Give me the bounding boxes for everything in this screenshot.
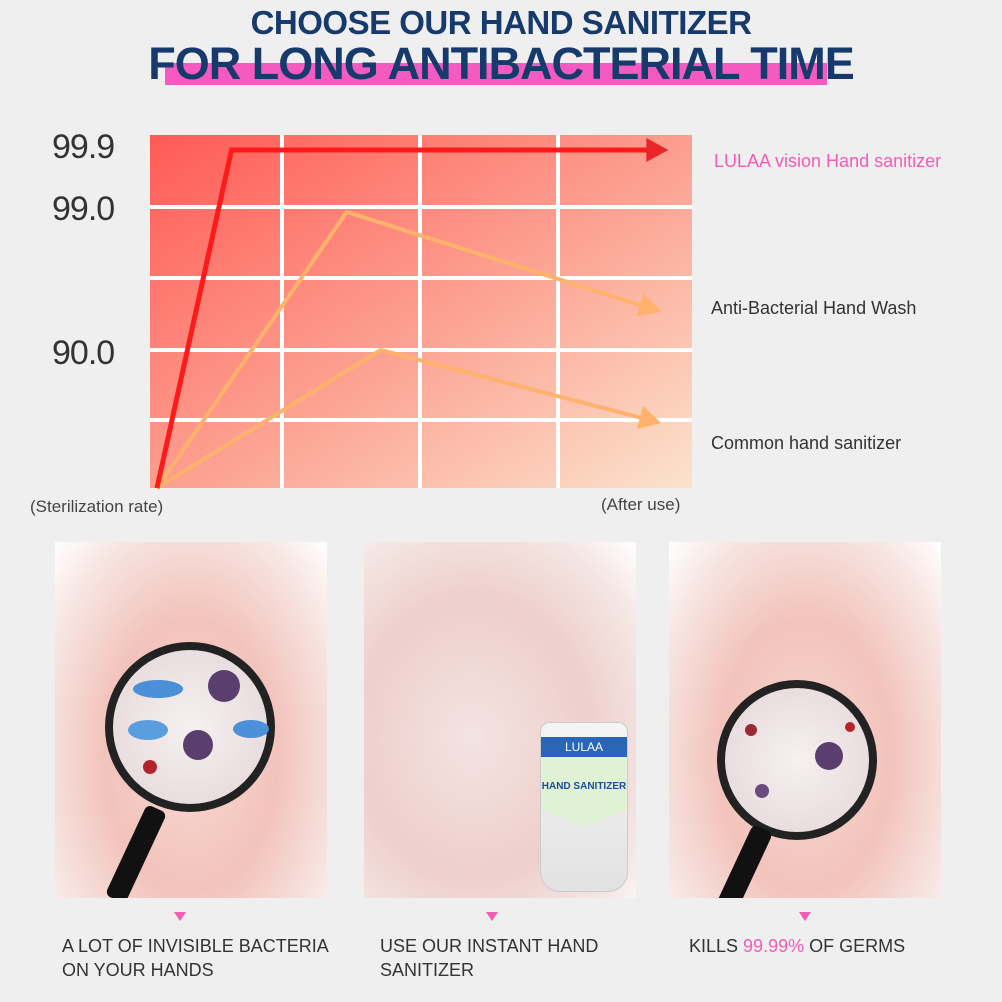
germ-icon bbox=[745, 724, 757, 736]
pointer-triangle-icon bbox=[799, 912, 811, 921]
sterilization-chart bbox=[150, 135, 692, 490]
legend-common-sanitizer: Common hand sanitizer bbox=[711, 433, 902, 453]
legend-lulaa: LULAA vision Hand sanitizer bbox=[714, 151, 942, 171]
y-tick-label: 99.9 bbox=[52, 128, 115, 166]
y-tick-label: 90.0 bbox=[52, 334, 115, 372]
caption-line: A LOT OF INVISIBLE BACTERIA bbox=[62, 936, 329, 956]
magnifier-handle bbox=[104, 804, 168, 898]
photo-bacteria-on-hands bbox=[55, 542, 327, 898]
product-name: HAND SANITIZER bbox=[541, 757, 627, 827]
arrowhead-icon bbox=[636, 293, 662, 317]
caption-line: ON YOUR HANDS bbox=[62, 960, 214, 980]
caption-text: KILLS bbox=[689, 936, 744, 956]
y-axis-label: (Sterilization rate) bbox=[30, 497, 164, 516]
photo-germs-killed bbox=[669, 542, 941, 898]
virus-icon bbox=[815, 742, 843, 770]
caption-bacteria: A LOT OF INVISIBLE BACTERIA ON YOUR HAND… bbox=[62, 934, 329, 982]
caption-text: OF GERMS bbox=[804, 936, 906, 956]
caption-line: USE OUR INSTANT HAND bbox=[380, 936, 599, 956]
germ-icon bbox=[143, 760, 157, 774]
magnifier-handle bbox=[710, 824, 774, 898]
title-highlight-bar bbox=[165, 63, 827, 85]
y-tick-label: 99.0 bbox=[52, 190, 115, 228]
bacteria-icon bbox=[233, 720, 269, 738]
bacteria-icon bbox=[133, 680, 183, 698]
title-line-1: CHOOSE OUR HAND SANITIZER bbox=[250, 4, 752, 41]
magnifier-icon bbox=[717, 680, 877, 840]
x-axis-label: (After use) bbox=[601, 495, 681, 514]
caption-use-sanitizer: USE OUR INSTANT HAND SANITIZER bbox=[380, 934, 598, 982]
virus-icon bbox=[208, 670, 240, 702]
virus-icon bbox=[755, 784, 769, 798]
pointer-triangle-icon bbox=[486, 912, 498, 921]
caption-percentage: 99.99% bbox=[743, 936, 805, 956]
magnifier-icon bbox=[105, 642, 275, 812]
germ-icon bbox=[845, 722, 855, 732]
bacteria-icon bbox=[128, 720, 168, 740]
caption-line: SANITIZER bbox=[380, 960, 475, 980]
legend-antibacterial-wash: Anti-Bacterial Hand Wash bbox=[711, 298, 917, 318]
product-brand: LULAA bbox=[541, 737, 627, 757]
title-line-2: FOR LONG ANTIBACTERIAL TIME bbox=[148, 38, 854, 89]
arrowhead-icon bbox=[646, 138, 669, 162]
pointer-triangle-icon bbox=[174, 912, 186, 921]
sanitizer-tube-image: LULAA HAND SANITIZER bbox=[540, 722, 628, 892]
caption-kills-germs: KILLS 99.99% OF GERMS bbox=[689, 934, 905, 958]
virus-icon bbox=[183, 730, 213, 760]
arrowhead-icon bbox=[636, 405, 662, 430]
